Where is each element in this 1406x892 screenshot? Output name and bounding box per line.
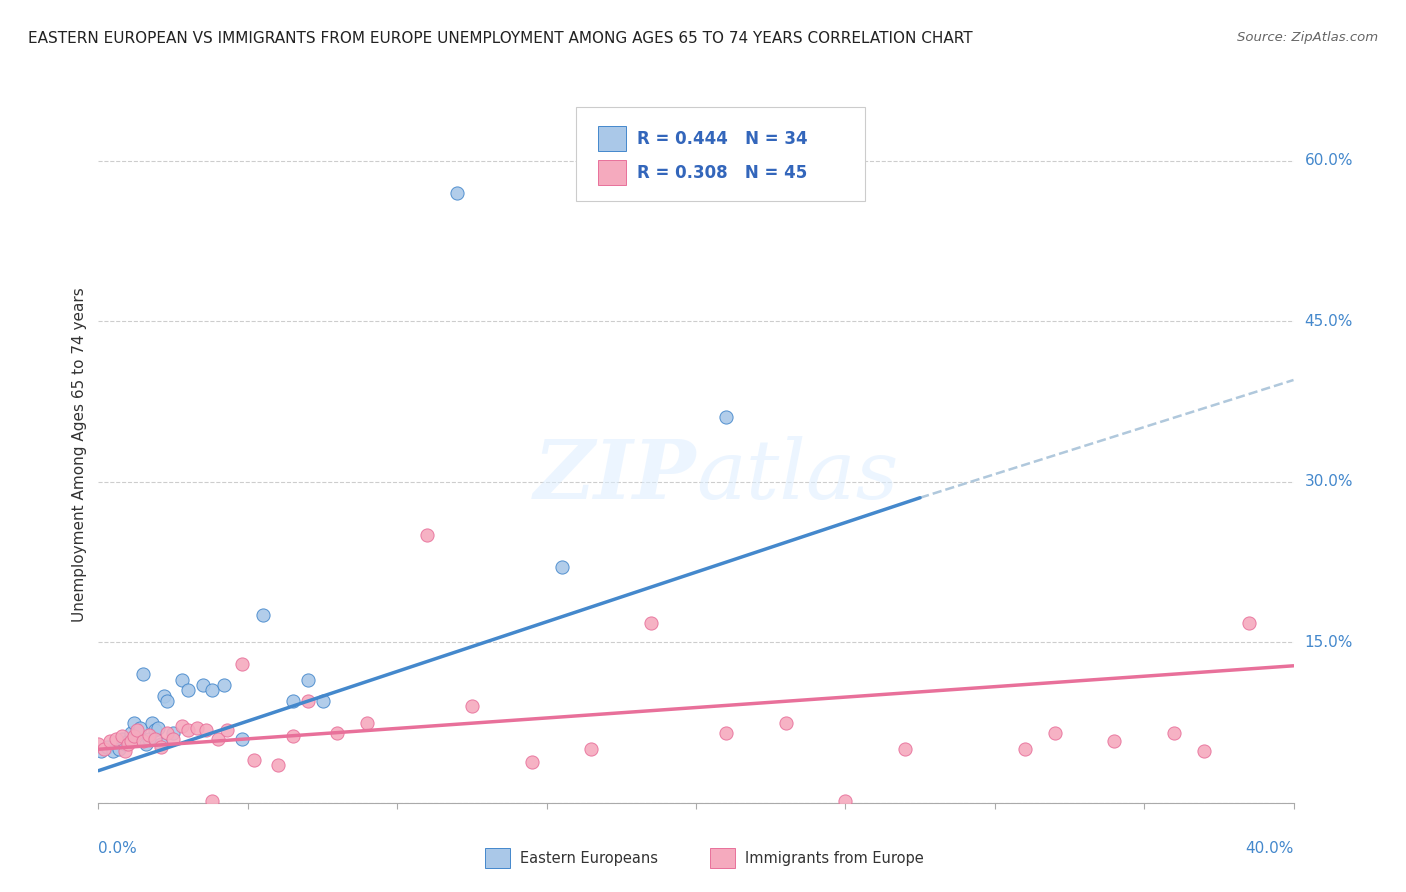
Point (127, 726, 149, 740)
Point (114, 737, 136, 751)
Point (138, 731, 160, 746)
Point (90, 744, 112, 758)
Point (1043, 726, 1066, 740)
Text: 60.0%: 60.0% (1305, 153, 1353, 168)
Text: R = 0.444   N = 34: R = 0.444 N = 34 (637, 129, 807, 147)
Point (520, 755, 543, 769)
Point (834, 794, 856, 808)
Point (132, 667, 155, 681)
Point (1192, 744, 1215, 758)
Point (640, 615, 662, 630)
Point (1237, 615, 1260, 630)
Point (87, 737, 110, 751)
Point (114, 744, 136, 758)
Text: ZIP: ZIP (533, 436, 696, 516)
Point (416, 528, 439, 542)
Point (98, 733, 122, 747)
Point (117, 733, 139, 747)
Point (446, 186, 468, 200)
Point (714, 410, 737, 425)
Point (195, 723, 218, 737)
Point (1104, 733, 1126, 747)
Point (124, 730, 146, 744)
Text: atlas: atlas (696, 436, 898, 516)
Point (120, 726, 142, 740)
Point (141, 715, 163, 730)
Point (108, 742, 131, 756)
Point (191, 678, 214, 692)
Text: 45.0%: 45.0% (1305, 314, 1353, 328)
Text: 0.0%: 0.0% (98, 841, 138, 856)
Point (132, 733, 155, 747)
Point (461, 699, 484, 714)
Point (311, 694, 333, 708)
Point (267, 758, 290, 772)
Point (550, 560, 572, 574)
Point (177, 683, 200, 698)
Text: 40.0%: 40.0% (1246, 841, 1294, 856)
Point (212, 678, 235, 692)
Point (156, 726, 179, 740)
Point (143, 731, 166, 746)
Text: Eastern Europeans: Eastern Europeans (520, 851, 658, 865)
Point (127, 723, 149, 737)
Point (96, 740, 118, 755)
Text: Source: ZipAtlas.com: Source: ZipAtlas.com (1237, 31, 1378, 45)
Point (162, 731, 184, 746)
Point (148, 721, 170, 735)
Point (135, 737, 157, 751)
Point (156, 694, 179, 708)
Text: EASTERN EUROPEAN VS IMMIGRANTS FROM EUROPE UNEMPLOYMENT AMONG AGES 65 TO 74 YEAR: EASTERN EUROPEAN VS IMMIGRANTS FROM EURO… (28, 31, 973, 46)
Point (1014, 742, 1036, 756)
Text: Immigrants from Europe: Immigrants from Europe (745, 851, 924, 865)
Point (162, 726, 184, 740)
Point (775, 715, 797, 730)
Point (201, 794, 224, 808)
Point (103, 744, 125, 758)
Point (120, 733, 142, 747)
Point (231, 657, 253, 671)
Point (93, 742, 115, 756)
Point (1163, 726, 1185, 740)
Point (215, 723, 238, 737)
Point (153, 689, 176, 703)
Text: 30.0%: 30.0% (1305, 475, 1353, 489)
Point (186, 721, 208, 735)
Point (243, 753, 266, 767)
Point (129, 721, 152, 735)
Point (172, 719, 194, 733)
Point (177, 723, 200, 737)
Point (111, 731, 134, 746)
Text: 15.0%: 15.0% (1305, 635, 1353, 649)
Point (117, 737, 139, 751)
Point (201, 683, 224, 698)
Point (105, 731, 128, 746)
Point (894, 742, 917, 756)
Point (281, 694, 304, 708)
Point (111, 730, 134, 744)
Point (150, 740, 173, 755)
Point (297, 694, 319, 708)
Point (150, 737, 173, 751)
Point (356, 715, 378, 730)
Point (281, 730, 304, 744)
Point (326, 726, 349, 740)
Point (138, 728, 160, 742)
Point (172, 673, 194, 687)
Y-axis label: Unemployment Among Ages 65 to 74 years: Unemployment Among Ages 65 to 74 years (72, 287, 87, 623)
Point (231, 731, 253, 746)
Point (124, 715, 146, 730)
Point (581, 742, 603, 756)
Point (297, 673, 319, 687)
Point (714, 726, 737, 740)
Point (252, 608, 274, 623)
Point (207, 731, 229, 746)
Text: R = 0.308   N = 45: R = 0.308 N = 45 (637, 163, 807, 181)
Point (143, 723, 166, 737)
